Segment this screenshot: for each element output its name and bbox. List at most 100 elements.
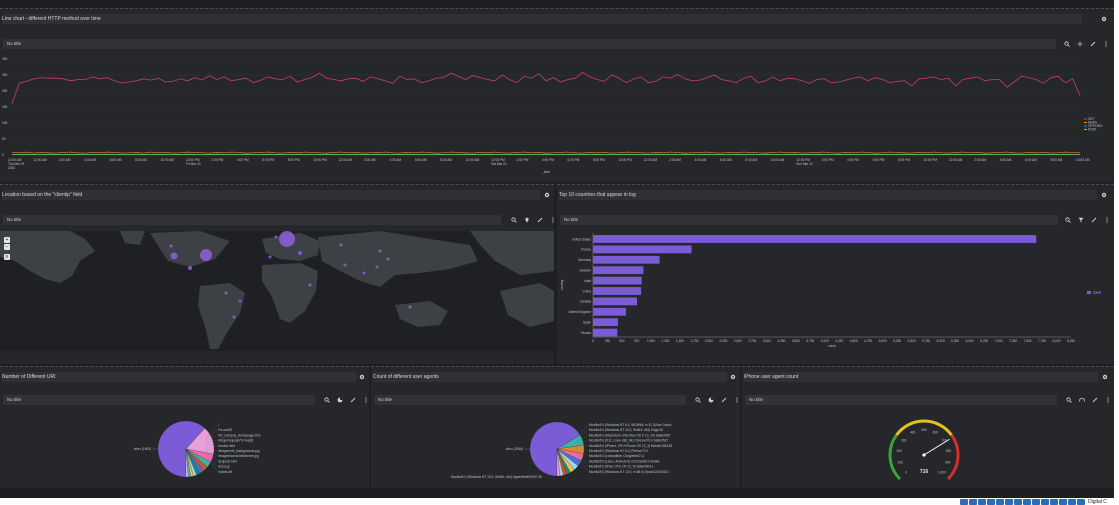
- more-icon[interactable]: [1104, 217, 1110, 223]
- pie-label: /cookie.html: [218, 444, 235, 448]
- pie-chart-icon[interactable]: [708, 397, 714, 403]
- edit-icon[interactable]: [1090, 41, 1096, 47]
- app-icon[interactable]: [1068, 498, 1076, 505]
- zoom-out-button[interactable]: −: [4, 244, 10, 250]
- pie-slice: [556, 448, 561, 477]
- gear-icon[interactable]: [1100, 372, 1110, 382]
- x-date-label: Fri Mar 20: [186, 162, 201, 166]
- gauge-tick-label: 700: [942, 438, 948, 442]
- search-bar[interactable]: No title: [374, 395, 686, 405]
- x-tick-label: 6:00 AM: [110, 158, 122, 162]
- more-icon[interactable]: [550, 217, 556, 223]
- more-icon[interactable]: [734, 397, 740, 403]
- gauge-needle: [923, 438, 950, 456]
- world-map[interactable]: [0, 231, 554, 351]
- x-tick-label: 7,000: [995, 339, 1003, 343]
- search-icon[interactable]: [1066, 397, 1072, 403]
- panel-uri-count: Number of Different URI No title other (…: [0, 366, 369, 488]
- bar: [593, 328, 618, 337]
- pie-label: /images/icons/xdr/banner.jpg: [218, 454, 259, 458]
- app-icon[interactable]: [960, 498, 968, 505]
- y-tick-label: 300: [2, 57, 8, 61]
- x-tick-label: 12:00 AM: [644, 158, 658, 162]
- pie-label: /: [218, 423, 219, 427]
- edit-icon[interactable]: [350, 397, 356, 403]
- search-icon[interactable]: [1064, 41, 1070, 47]
- gear-icon[interactable]: [357, 372, 367, 382]
- gear-icon[interactable]: [542, 190, 552, 200]
- x-tick-label: 2:00 AM: [364, 158, 376, 162]
- gear-icon[interactable]: [728, 372, 738, 382]
- app-icon[interactable]: [978, 498, 986, 505]
- crosshair-icon[interactable]: [1077, 41, 1083, 47]
- panel-toolbar: [1066, 395, 1111, 405]
- pin-icon[interactable]: [524, 217, 530, 223]
- filter-icon[interactable]: [1078, 217, 1084, 223]
- x-tick-label: 5,500: [908, 339, 916, 343]
- more-icon[interactable]: [1103, 41, 1109, 47]
- search-bar[interactable]: No title: [560, 215, 1058, 225]
- x-axis-title: _time: [541, 170, 550, 174]
- gauge-tick-label: 400: [910, 431, 916, 435]
- leader-line: [575, 447, 589, 457]
- app-icon[interactable]: [996, 498, 1004, 505]
- legend-label: OPTIONS: [1088, 124, 1102, 128]
- pie-label: Mozilla/5.0 (iPhone; CPU iPhone OS 13_3)…: [589, 444, 672, 448]
- x-tick-label: 6,500: [966, 339, 974, 343]
- y-tick-label: France: [581, 248, 591, 252]
- x-tick-label: 8:00 AM: [745, 158, 757, 162]
- x-tick-label: 10:00 AM: [1076, 158, 1090, 162]
- x-tick-label: 10:00 PM: [923, 158, 937, 162]
- edit-icon[interactable]: [721, 397, 727, 403]
- bar: [593, 318, 618, 327]
- app-icon[interactable]: [1077, 498, 1085, 505]
- leader-line: [205, 445, 218, 452]
- app-icon[interactable]: [1014, 498, 1022, 505]
- gauge-tick-label: 0: [905, 471, 907, 475]
- x-tick-label: 250: [605, 339, 611, 343]
- gear-icon[interactable]: [1099, 14, 1109, 24]
- search-bar[interactable]: No title: [3, 39, 1056, 49]
- pie-label: /Shop/shopcart/?s=wa28: [218, 439, 253, 443]
- search-bar[interactable]: No title: [745, 395, 1057, 405]
- x-tick-label: 6:00 PM: [567, 158, 579, 162]
- more-icon[interactable]: [1105, 397, 1111, 403]
- gauge-icon[interactable]: [1079, 397, 1085, 403]
- search-placeholder: No title: [564, 217, 579, 222]
- layers-icon[interactable]: ≡: [4, 254, 10, 260]
- app-icon[interactable]: [1041, 498, 1049, 505]
- zoom-in-button[interactable]: +: [4, 237, 10, 243]
- edit-icon[interactable]: [537, 217, 543, 223]
- app-icon[interactable]: [1023, 498, 1031, 505]
- edit-icon[interactable]: [1091, 217, 1097, 223]
- gear-icon[interactable]: [1099, 190, 1109, 200]
- app-icon[interactable]: [969, 498, 977, 505]
- x-tick-label: 4,500: [850, 339, 858, 343]
- x-tick-label: 6:00 PM: [262, 158, 274, 162]
- more-icon[interactable]: [363, 397, 369, 403]
- search-icon[interactable]: [1065, 217, 1071, 223]
- x-tick-label: 500: [619, 339, 625, 343]
- app-icon[interactable]: [1005, 498, 1013, 505]
- y-tick-label: 100: [2, 121, 8, 125]
- search-bar[interactable]: No title: [3, 395, 315, 405]
- leader-line: [205, 443, 218, 446]
- app-icon[interactable]: [1032, 498, 1040, 505]
- x-tick-label: 3,250: [777, 339, 785, 343]
- series-line-get: [11, 71, 1081, 104]
- edit-icon[interactable]: [1092, 397, 1098, 403]
- pie-chart-icon[interactable]: [337, 397, 343, 403]
- gauge-tick-label: 900: [945, 461, 951, 465]
- search-icon[interactable]: [511, 217, 517, 223]
- bar: [593, 255, 660, 264]
- leader-line: [205, 449, 218, 467]
- x-date-label: 2020: [8, 166, 15, 170]
- app-icon[interactable]: [987, 498, 995, 505]
- search-icon[interactable]: [324, 397, 330, 403]
- x-tick-label: 12:00 AM: [949, 158, 963, 162]
- search-icon[interactable]: [695, 397, 701, 403]
- app-icon[interactable]: [1050, 498, 1058, 505]
- app-icon[interactable]: [1059, 498, 1067, 505]
- search-bar[interactable]: No title: [3, 215, 501, 225]
- pie-label: Mozilla/5.0 (compatible; Googlebot/2.1): [589, 454, 644, 458]
